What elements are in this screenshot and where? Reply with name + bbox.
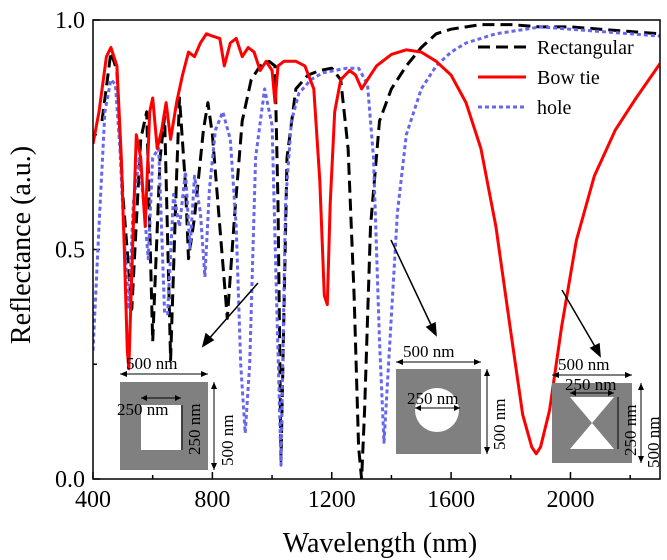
inset-bow-side-label: 500 nm [644,417,663,468]
inset-hole-circle [415,388,459,432]
arrow-hole [390,239,434,330]
inset-bow-dim-inner-left [570,390,576,396]
arrow-bow-tie [561,289,598,351]
inset-rect-dim-outer-right [201,371,208,377]
inset-rect-inner-h-label: 250 nm [117,400,168,419]
arrowhead-rectangular [201,332,215,348]
inset-hole: 500 nm 250 nm 500 nm [396,342,509,454]
legend: Rectangular Bow tie hole [478,37,634,119]
inset-hole-diameter-label: 250 nm [407,389,458,408]
inset-hole-side-label: 500 nm [490,399,509,450]
x-axis-title: Wavelength (nm) [283,528,477,559]
x-tick-label: 2000 [546,487,594,513]
inset-rect-inner-v-label: 250 nm [185,404,204,455]
legend-label-hole: hole [537,97,572,119]
inset-rect-dim-side-top [211,382,217,389]
inset-hole-dim-diameter-left [415,405,421,411]
inset-rect-opening [141,405,181,450]
x-tick-label: 800 [194,487,230,513]
arrowhead-hole [425,321,437,337]
y-axis-title: Reflectance (a.u.) [6,146,37,344]
inset-hole-dim-side-bottom [484,447,490,454]
y-tick-label: 1.0 [55,8,85,34]
inset-hole-outer-label: 500 nm [403,342,454,361]
arrow-rectangular [206,282,259,342]
inset-bow-dim-outer-left [552,372,559,378]
inset-hole-dim-side-top [484,369,490,376]
inset-bow-inner-v-label: 250 nm [621,405,640,456]
inset-rect-dim-outer-left [120,371,127,377]
inset-hole-dim-outer-right [474,359,481,365]
arrowhead-bow-tie [589,342,601,358]
inset-rect-dim-inner-h-right [175,395,181,401]
pointer-arrows [201,239,601,358]
x-axis-ticks: 400 800 1200 1600 2000 [75,472,631,513]
x-tick-label: 400 [75,487,111,513]
x-tick-label: 1600 [427,487,475,513]
series-hole-line [93,25,660,467]
inset-hole-dim-outer-left [396,359,403,365]
inset-bow-tie: 500 nm 250 nm 250 nm 500 nm [552,355,663,468]
inset-bow-dim-outer-right [625,372,632,378]
x-tick-label: 1200 [308,487,356,513]
legend-label-rectangular: Rectangular [537,37,634,59]
inset-bow-outer-label: 500 nm [558,355,609,374]
series-bow-tie-line [93,32,660,456]
legend-label-bow-tie: Bow tie [537,67,600,89]
inset-rect-dim-side-bottom [211,463,217,470]
inset-bow-inner-label: 250 nm [565,375,616,394]
inset-rectangular: 500 nm 250 nm 250 nm 500 nm [117,354,237,470]
inset-rect-side-label: 500 nm [218,415,237,466]
y-tick-label: 0.5 [55,238,85,264]
inset-bow-shape [570,397,614,449]
inset-rect-outer-label: 500 nm [126,354,177,373]
inset-bow-dim-side-top [638,383,644,390]
inset-bow-dim-inner-right [608,390,614,396]
y-axis-ticks: 0.0 0.5 1.0 [55,8,100,493]
y-tick-label: 0.0 [55,467,85,493]
inset-hole-dim-diameter-right [454,405,460,411]
plot-frame [92,19,661,480]
inset-bow-square [552,383,632,463]
inset-bow-dim-side-bottom [638,456,644,463]
inset-rect-dim-inner-h-left [141,395,147,401]
